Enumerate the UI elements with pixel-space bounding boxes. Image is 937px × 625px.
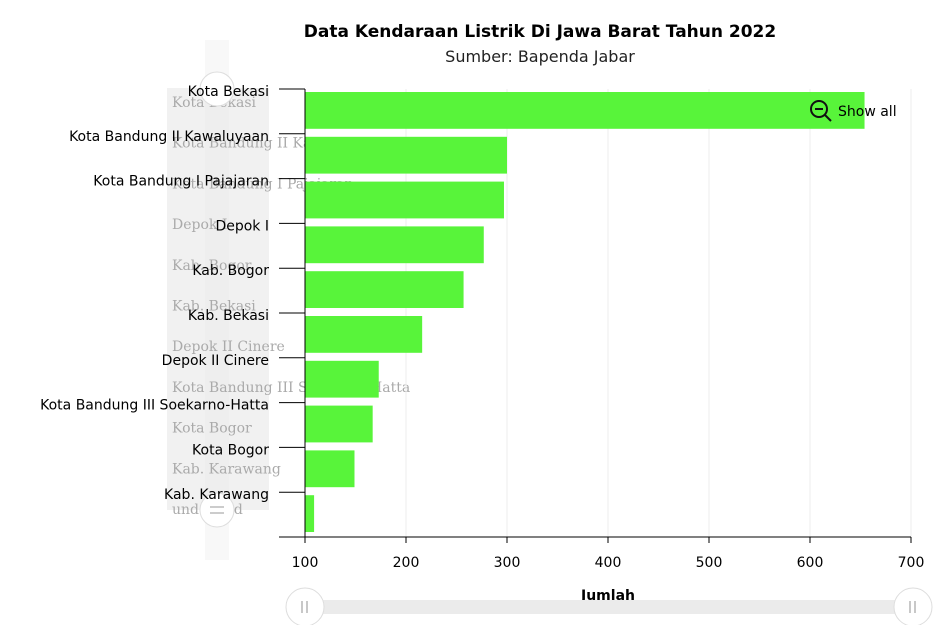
grip-icon [210,506,224,514]
bar [305,495,315,532]
bar [305,316,423,353]
y-tick-label: Kota Bekasi [188,84,269,100]
x-tick-label: 300 [494,555,521,571]
y-tick-label: Kab. Bogor [192,263,269,279]
y-tick-label: Kota Bandung I Pajajaran [93,174,269,190]
grip-icon [909,601,916,613]
show-all-label: Show all [838,104,897,120]
x-axis: 100 200 300 400 500 600 700 [279,536,925,571]
bar [305,271,464,308]
y-tick-label: Kab. Bekasi [188,308,269,324]
show-all-button[interactable]: Show all [805,96,905,124]
bars [305,92,865,532]
navigator-label: Kab. Bogor [172,258,252,274]
scrollbar-left-handle[interactable] [285,587,325,625]
scrollbar-right-handle[interactable] [893,587,933,625]
bar [305,136,507,174]
scrollbar-track[interactable] [305,600,913,614]
navigator-bottom-handle[interactable] [199,492,235,528]
navigator-label: Kab. Bekasi [172,299,256,315]
y-tick-label: Depok I [215,218,269,234]
bar [305,226,484,264]
y-tick-label: Kota Bogor [192,442,269,458]
bar [305,450,355,488]
bar [305,360,379,398]
navigator-label: Kab. Karawang [172,461,281,477]
grip-icon [301,601,308,613]
navigator-top-handle[interactable] [199,71,235,107]
x-tick-label: 100 [292,555,319,571]
bar [305,405,373,443]
y-tick-label: Kota Bandung II Kawaluyaan [69,129,269,145]
bar [305,181,504,219]
x-tick-label: 400 [595,555,622,571]
zoom-out-icon [810,100,832,122]
chart-title: Data Kendaraan Listrik Di Jawa Barat Tah… [304,22,776,42]
chart-subtitle: Sumber: Bapenda Jabar [445,47,635,66]
navigator-label: Kota Bogor [172,421,252,437]
y-tick-label: Kab. Karawang [164,487,269,503]
navigator-label: Depok II Cinere [172,339,285,355]
y-tick-label: Depok II Cinere [162,353,269,369]
bar [305,92,865,129]
x-tick-label: 700 [898,555,925,571]
y-tick-label: Kota Bandung III Soekarno-Hatta [40,398,269,414]
x-tick-label: 600 [797,555,824,571]
navigator-mask [167,88,269,510]
horizontal-scrollbar[interactable] [285,587,933,625]
navigator-label: Depok I [172,217,227,233]
x-tick-label: 200 [393,555,420,571]
y-axis: Kota Bekasi Kota Bandung II Kawaluyaan Kot… [40,84,306,538]
x-tick-label: 500 [696,555,723,571]
